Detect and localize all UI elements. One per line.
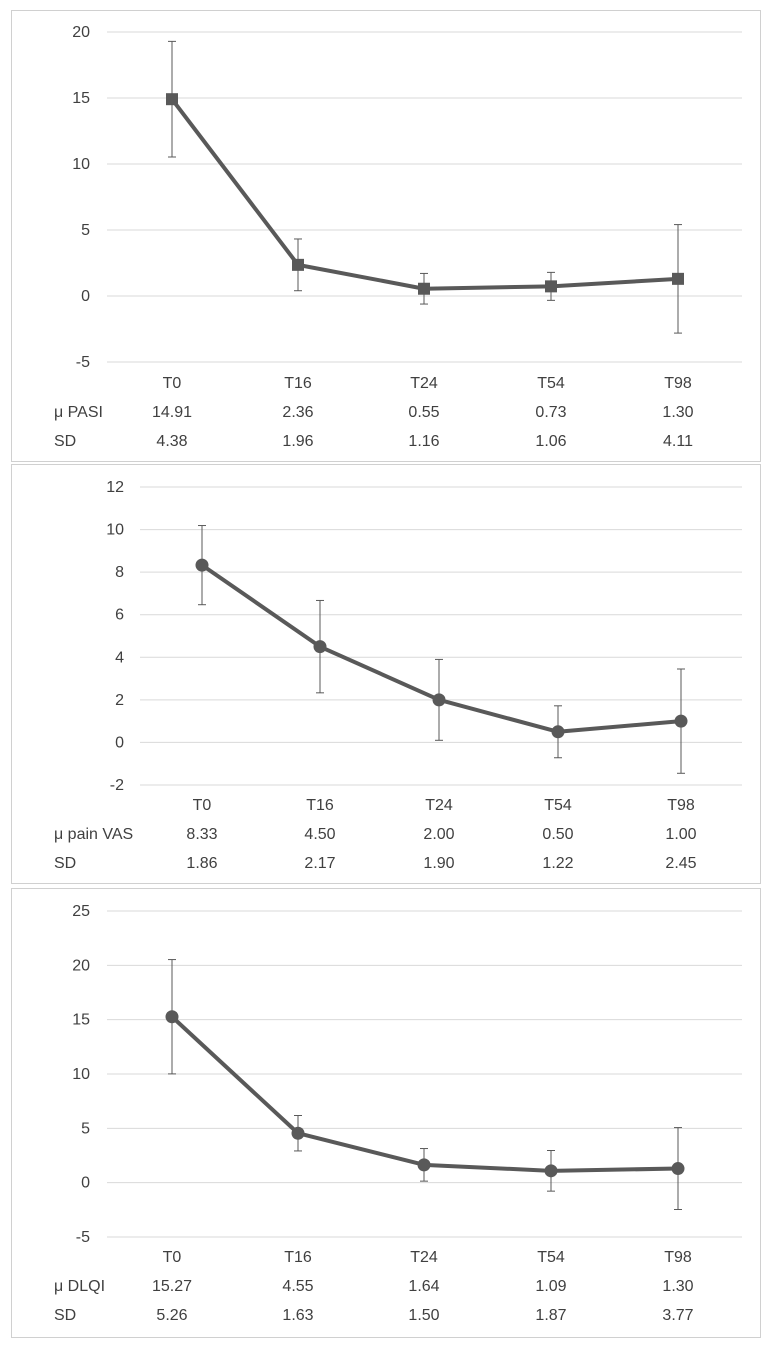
- x-tick-label: T54: [537, 1249, 565, 1266]
- table-cell: 1.50: [408, 1307, 439, 1324]
- x-tick-label: T16: [306, 797, 334, 814]
- y-tick-label: -2: [110, 777, 124, 794]
- x-tick-label: T0: [193, 797, 212, 814]
- table-cell: 1.00: [665, 826, 696, 843]
- table-cell: 1.96: [282, 433, 313, 450]
- table-cell: 2.00: [423, 826, 454, 843]
- data-point: [291, 1126, 305, 1140]
- table-row-label: μ PASI: [54, 404, 103, 421]
- y-tick-label: 5: [81, 222, 90, 239]
- x-tick-label: T24: [410, 1249, 438, 1266]
- table-cell: 2.17: [304, 855, 335, 872]
- table-cell: 1.16: [408, 433, 439, 450]
- x-tick-label: T98: [667, 797, 695, 814]
- table-cell: 3.77: [662, 1307, 693, 1324]
- table-cell: 1.90: [423, 855, 454, 872]
- data-point: [551, 725, 565, 739]
- dlqi-chart: 25 20 15 10 5 0 -5 T0 T16 T24 T54 T98 μ DLQI 15.27 4.5…: [54, 903, 742, 1324]
- y-tick-label: 20: [72, 24, 90, 41]
- table-row-label: μ DLQI: [54, 1278, 105, 1295]
- y-tick-label: 2: [115, 692, 124, 709]
- table-cell: 1.87: [535, 1307, 566, 1324]
- table-cell: 1.63: [282, 1307, 313, 1324]
- y-tick-label: 4: [115, 649, 124, 666]
- table-cell: 1.30: [662, 404, 693, 421]
- x-tick-label: T98: [664, 1249, 692, 1266]
- y-tick-label: 10: [72, 156, 90, 173]
- table-row-label: SD: [54, 433, 76, 450]
- pain-vas-chart: 12 10 8 6 4 2 0 -2 T0 T16 T24 T54 T98 μ pain VAS 8.33 4…: [54, 479, 742, 872]
- table-cell: 0.55: [408, 404, 439, 421]
- x-tick-label: T24: [425, 797, 453, 814]
- data-point: [313, 640, 327, 654]
- x-tick-label: T24: [410, 375, 438, 392]
- data-point: [432, 693, 446, 707]
- y-tick-label: 8: [115, 564, 124, 581]
- table-cell: 14.91: [152, 404, 192, 421]
- table-cell: 4.38: [156, 433, 187, 450]
- table-row-label: μ pain VAS: [54, 826, 133, 843]
- table-row-label: SD: [54, 1307, 76, 1324]
- x-tick-label: T16: [284, 1249, 312, 1266]
- y-tick-label: 6: [115, 607, 124, 624]
- table-cell: 8.33: [186, 826, 217, 843]
- x-tick-label: T0: [163, 375, 182, 392]
- x-tick-label: T54: [537, 375, 565, 392]
- series-line: [200, 563, 683, 734]
- y-tick-label: 12: [106, 479, 124, 496]
- data-point: [545, 280, 557, 293]
- table-cell: 15.27: [152, 1278, 192, 1295]
- table-cell: 4.55: [282, 1278, 313, 1295]
- y-tick-label: 15: [72, 90, 90, 107]
- table-cell: 5.26: [156, 1307, 187, 1324]
- y-tick-label: 10: [106, 522, 124, 539]
- data-point: [166, 93, 178, 106]
- y-tick-label: 20: [72, 957, 90, 974]
- data-point: [292, 258, 304, 271]
- pain-vas-chart-panel: 12 10 8 6 4 2 0 -2 T0 T16 T24 T54 T98 μ pain VAS 8.33 4…: [11, 464, 761, 884]
- table-cell: 4.11: [663, 433, 693, 450]
- table-cell: 1.06: [535, 433, 566, 450]
- y-tick-label: 15: [72, 1012, 90, 1029]
- table-cell: 4.50: [304, 826, 335, 843]
- y-tick-label: 0: [81, 1175, 90, 1192]
- data-point: [417, 1158, 431, 1172]
- table-cell: 0.50: [542, 826, 573, 843]
- table-cell: 2.36: [282, 404, 313, 421]
- y-tick-label: 0: [81, 288, 90, 305]
- table-cell: 1.30: [662, 1278, 693, 1295]
- y-tick-label: 5: [81, 1120, 90, 1137]
- data-point: [165, 1010, 179, 1024]
- x-tick-label: T98: [664, 375, 692, 392]
- table-cell: 1.09: [535, 1278, 566, 1295]
- y-tick-label: 10: [72, 1066, 90, 1083]
- series-line: [170, 1014, 680, 1173]
- data-point: [544, 1164, 558, 1178]
- series-line: [170, 97, 680, 291]
- pasi-chart: 20 15 10 5 0 -5 T0 T16 T24 T54 T98 μ PASI 14.91 2.36 0…: [54, 24, 742, 450]
- data-point: [671, 1162, 685, 1176]
- data-point: [418, 282, 430, 295]
- data-point: [672, 272, 684, 285]
- y-tick-label: 0: [115, 734, 124, 751]
- x-tick-label: T16: [284, 375, 312, 392]
- pasi-chart-panel: 20 15 10 5 0 -5 T0 T16 T24 T54 T98 μ PASI 14.91 2.36 0…: [11, 10, 761, 462]
- table-cell: 0.73: [535, 404, 566, 421]
- table-cell: 1.22: [542, 855, 573, 872]
- data-point: [195, 558, 209, 572]
- table-cell: 2.45: [665, 855, 696, 872]
- y-tick-label: -5: [76, 1229, 90, 1246]
- y-tick-label: -5: [76, 354, 90, 371]
- y-tick-label: 25: [72, 903, 90, 920]
- dlqi-chart-panel: 25 20 15 10 5 0 -5 T0 T16 T24 T54 T98 μ DLQI 15.27 4.5…: [11, 888, 761, 1338]
- x-tick-label: T0: [163, 1249, 182, 1266]
- table-row-label: SD: [54, 855, 76, 872]
- data-point: [674, 714, 688, 728]
- table-cell: 1.64: [408, 1278, 439, 1295]
- x-tick-label: T54: [544, 797, 572, 814]
- table-cell: 1.86: [186, 855, 217, 872]
